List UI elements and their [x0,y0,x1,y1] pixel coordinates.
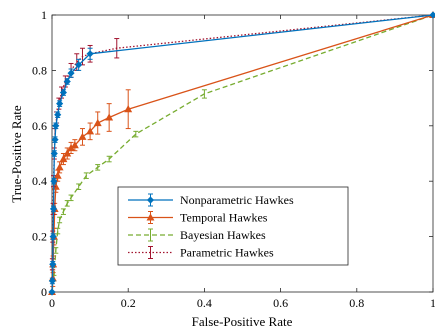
data-point [124,105,133,113]
y-axis-label: True-Positive Rate [9,105,24,203]
data-point [63,77,71,86]
data-point [50,149,58,158]
x-tick-label: 0.8 [349,296,364,310]
legend: Nonparametric Hawkes Temporal Hawkes Bayes… [117,186,349,266]
y-tick-label: 1 [41,8,47,22]
series-layer [48,10,435,296]
y-tick-label: 0.4 [32,174,47,188]
x-tick-label: 0 [49,296,55,310]
data-point [75,61,83,69]
data-point [53,171,62,179]
data-point [51,136,59,144]
data-point [70,141,79,149]
legend-label-temporal-hawkes: Temporal Hawkes [180,211,268,225]
legend-label-nonparametric-hawkes: Nonparametric Hawkes [180,193,294,207]
data-point [52,122,60,130]
data-point [429,11,435,19]
y-tick-label: 0.6 [32,119,47,133]
data-point [78,132,87,140]
y-axis-ticks: 0 0.2 0.4 0.6 0.8 1 [32,8,433,299]
data-point [93,118,102,127]
y-tick-label: 0.8 [32,63,47,77]
legend-label-parametric-hawkes: Parametric Hawkes [180,246,274,260]
data-point [50,177,58,185]
legend-marker [146,196,155,204]
data-point [105,113,114,121]
x-axis-ticks: 0 0.2 0.4 0.6 0.8 1 [49,15,435,310]
y-tick-label: 0.2 [32,230,47,244]
data-point [54,111,62,119]
x-tick-label: 0.4 [197,296,212,310]
x-tick-label: 0.6 [273,296,288,310]
data-point [49,205,58,213]
x-tick-label: 0.2 [121,296,136,310]
legend-marker [146,213,155,221]
series-nonparametric-hawkes [48,11,435,296]
x-tick-label: 1 [430,296,435,310]
data-point [48,288,56,296]
data-point [59,88,67,97]
data-point [86,50,94,58]
data-point [48,277,56,285]
data-point [55,163,64,171]
data-point [49,260,57,268]
data-point [86,127,95,135]
data-point [67,69,75,77]
legend-label-bayesian-hawkes: Bayesian Hawkes [180,228,266,242]
data-point [49,233,57,241]
x-axis-label: False-Positive Rate [192,314,293,329]
y-tick-label: 0 [41,285,47,299]
data-point [56,100,64,108]
